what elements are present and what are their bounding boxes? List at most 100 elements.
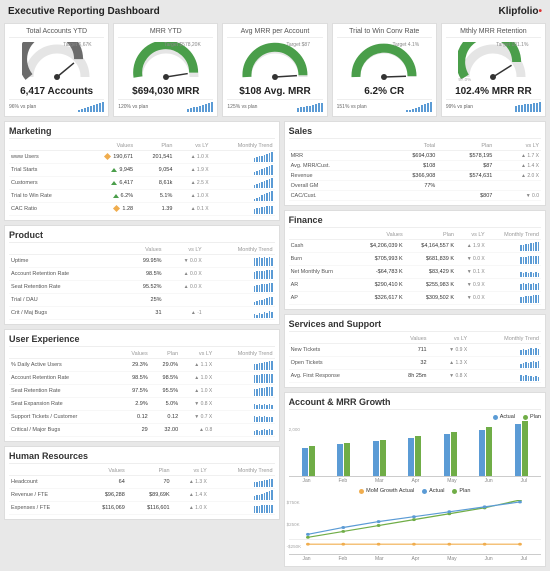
sparkline <box>206 283 273 292</box>
sparkline <box>78 102 104 112</box>
bar-plan <box>380 440 386 476</box>
row-trend <box>487 266 541 279</box>
row-plan: $116,601 <box>127 502 172 515</box>
bar-actual <box>337 444 343 476</box>
row-trend <box>214 359 274 372</box>
gauge-card[interactable]: Trial to Win Conv Rate Target 4.1% 6.2% … <box>332 23 437 117</box>
table-row[interactable]: Account Retention Rate 98.5%▲ 0.0 X <box>9 268 275 281</box>
row-value: 95.52% <box>122 281 163 294</box>
table-row[interactable]: Expenses / FTE $116,069$116,601▲ 1.0 X <box>9 502 275 515</box>
row-value: 1.28 <box>83 203 135 216</box>
sparkline <box>489 242 539 251</box>
row-vs: ▲ 1.0 X <box>172 502 209 515</box>
row-value: 97.5% <box>118 385 150 398</box>
sparkline <box>216 426 272 435</box>
table-row[interactable]: Critical / Major Bugs 2932.00▲ 0.8 <box>9 424 275 437</box>
sparkline <box>489 294 539 303</box>
table-row[interactable]: Trial to Win Rate 6.2%5.1%▲ 1.0 X <box>9 190 275 203</box>
table-row[interactable]: New Tickets 711▼ 0.9 X <box>289 344 541 357</box>
table-row[interactable]: Avg. MRR/Cust. $108$87▲ 1.4 X <box>289 161 541 171</box>
table-row[interactable]: Net Monthly Burn -$64,783 K$83,429 K▼ 0.… <box>289 266 541 279</box>
row-label: % Daily Active Users <box>9 359 118 372</box>
gauge-card[interactable]: Avg MRR per Account Target $87 $108 Avg.… <box>222 23 327 117</box>
gauge-card[interactable]: Mthly MRR Retention Target 101.1% 97.0% … <box>441 23 546 117</box>
table-row[interactable]: Cash $4,206,039 K$4,164,557 K▲ 1.9 X <box>289 240 541 253</box>
table-row[interactable]: MRR $694,030$578,195▲ 1.7 X <box>289 151 541 161</box>
table-row[interactable]: Crit / Maj Bugs 31▲ ·1 <box>9 307 275 320</box>
gauge-icon: Target 4.1% <box>349 42 419 82</box>
gauge-title: MRR YTD <box>118 28 213 38</box>
row-trend <box>211 190 275 203</box>
row-label: Expenses / FTE <box>9 502 82 515</box>
gauge-icon: Target $87 <box>240 42 310 82</box>
row-vs: ▲ 1.4 X <box>494 161 541 171</box>
sparkline <box>471 359 539 368</box>
table-row[interactable]: Seat Expansion Rate 2.9%5.0%▼ 0.8 X <box>9 398 275 411</box>
row-value: $326,617 K <box>353 292 404 305</box>
col-header <box>9 142 83 151</box>
table-row[interactable]: Headcount 6470▲ 1.3 X <box>9 476 275 489</box>
col-header <box>9 246 122 255</box>
gauge-card[interactable]: MRR YTD Target $578,20K $694,030 MRR 120… <box>113 23 218 117</box>
section-title: Product <box>9 230 275 243</box>
row-trend <box>487 292 541 305</box>
row-label: Avg. First Response <box>289 370 388 383</box>
hr-section: Human ResourcesValuesPlanvs LYMonthly Tr… <box>4 446 280 520</box>
sparkline <box>489 268 539 277</box>
finance-section: FinanceValuesPlanvs LYMonthly Trend Cash… <box>284 210 546 310</box>
row-plan: 201,541 <box>135 151 174 164</box>
row-label: Seat Retention Rate <box>9 281 122 294</box>
table-row[interactable]: Revenue $366,908$574,631▲ 2.0 X <box>289 171 541 181</box>
table-row[interactable]: Trial / DAU 25% <box>9 294 275 307</box>
sparkline <box>213 192 273 201</box>
table-row[interactable]: Account Retention Rate 98.5%98.5%▲ 1.0 X <box>9 372 275 385</box>
table-row[interactable]: Revenue / FTE $96,288$89,69K▲ 1.4 X <box>9 489 275 502</box>
col-header: Monthly Trend <box>209 467 275 476</box>
gauge-vs: 120% vs plan <box>118 104 148 110</box>
sparkline <box>211 504 273 513</box>
table-row[interactable]: CAC/Cust. $807▼ 0.0 <box>289 191 541 201</box>
gauge-card[interactable]: Total Accounts YTD Target 6,67K 6,417 Ac… <box>4 23 109 117</box>
data-table: ValuesPlanvs LYMonthly Trend www Users 1… <box>9 142 275 216</box>
logo: Klipfolio• <box>498 6 542 17</box>
row-vs: ▼ 0.7 X <box>180 411 214 424</box>
table-row[interactable]: % Daily Active Users 29.3%29.0%▲ 1.1 X <box>9 359 275 372</box>
data-table: TotalPlanvs LY MRR $694,030$578,195▲ 1.7… <box>289 142 541 201</box>
table-row[interactable]: Burn $705,993 K$681,839 K▼ 0.0 X <box>289 253 541 266</box>
table-row[interactable]: Customers 6,4178,61k▲ 2.5 X <box>9 177 275 190</box>
table-row[interactable]: CAC Ratio 1.281.39▲ 0.1 X <box>9 203 275 216</box>
table-row[interactable]: Uptime 99.95%▼ 0.0 X <box>9 255 275 268</box>
gauge-vs: 99% vs plan <box>446 104 473 110</box>
col-header: Total <box>380 142 437 151</box>
row-vs: ▼ 0.1 X <box>456 266 487 279</box>
col-header: Values <box>353 231 404 240</box>
row-vs <box>494 181 541 191</box>
bar-group <box>373 440 386 476</box>
row-value: 190,671 <box>83 151 135 164</box>
table-row[interactable]: Overall GM 77% <box>289 181 541 191</box>
section-title: Marketing <box>9 126 275 139</box>
sparkline <box>216 387 272 396</box>
row-value: -$64,783 K <box>353 266 404 279</box>
table-row[interactable]: Seat Retention Rate 95.52%▲ 0.0 X <box>9 281 275 294</box>
row-value: 29.3% <box>118 359 150 372</box>
table-row[interactable]: AP $326,617 K$309,502 K▼ 0.0 X <box>289 292 541 305</box>
gauge-value: 6,417 Accounts <box>20 86 93 97</box>
page-title: Executive Reporting Dashboard <box>8 6 160 17</box>
row-plan: $87 <box>437 161 494 171</box>
table-row[interactable]: www Users 190,671201,541▲ 1.0 X <box>9 151 275 164</box>
col-header: Monthly Trend <box>204 246 275 255</box>
row-vs: ▲ 1.0 X <box>180 385 214 398</box>
row-value: $96,288 <box>82 489 127 502</box>
table-row[interactable]: AR $290,410 K$255,983 K▼ 0.9 X <box>289 279 541 292</box>
table-row[interactable]: Seat Retention Rate 97.5%95.5%▲ 1.0 X <box>9 385 275 398</box>
table-row[interactable]: Avg. First Response 8h 25m▼ 0.8 X <box>289 370 541 383</box>
row-vs: ▲ 0.0 X <box>164 281 204 294</box>
table-row[interactable]: Trial Starts 9,9459,054▲ 1.9 X <box>9 164 275 177</box>
row-value: 9,945 <box>83 164 135 177</box>
table-row[interactable]: Open Tickets 32▲ 1.3 X <box>289 357 541 370</box>
row-label: www Users <box>9 151 83 164</box>
gauge-vs: 125% vs plan <box>227 104 257 110</box>
data-table: Valuesvs LYMonthly Trend Uptime 99.95%▼ … <box>9 246 275 320</box>
table-row[interactable]: Support Tickets / Customer 0.120.12▼ 0.7… <box>9 411 275 424</box>
